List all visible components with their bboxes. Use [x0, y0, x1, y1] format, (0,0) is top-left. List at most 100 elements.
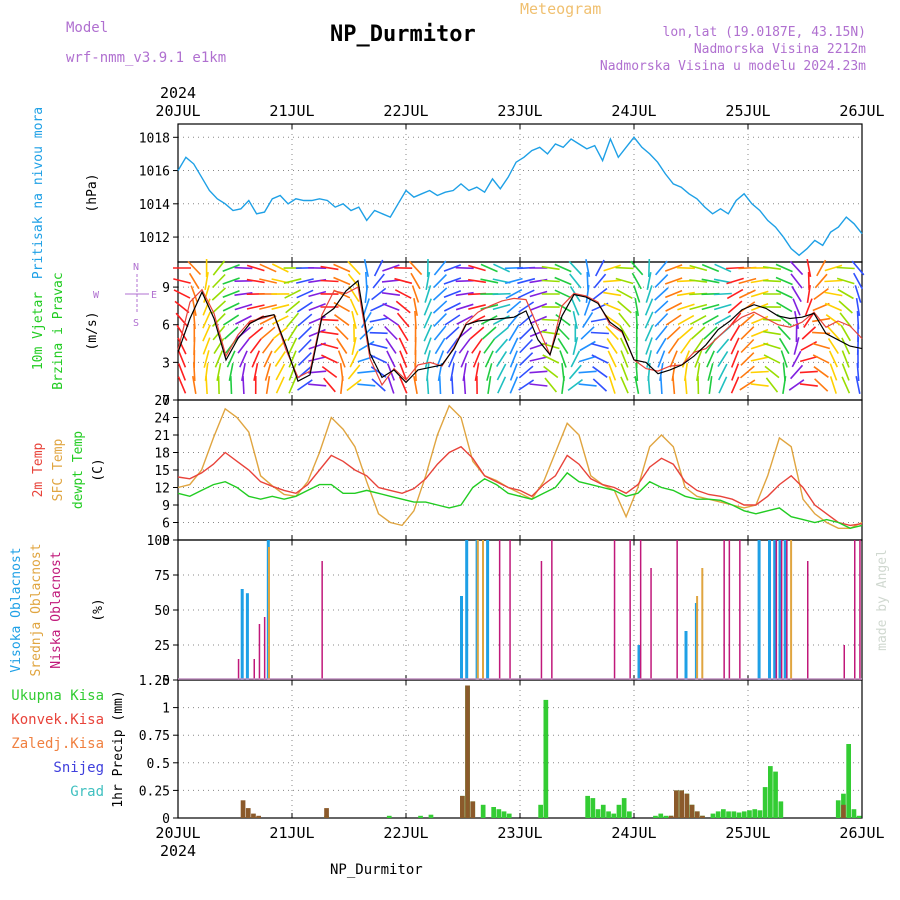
wind-arrow	[296, 289, 314, 299]
wind-arrow	[740, 352, 755, 366]
wind-arrow	[665, 302, 683, 312]
wind-arrow	[249, 338, 262, 354]
wind-arrow	[708, 375, 713, 395]
wind-arrow	[654, 274, 669, 288]
wind-arrow	[455, 266, 474, 270]
precip-bar	[501, 811, 507, 818]
wind-arrow	[487, 375, 492, 395]
wind-arrow	[554, 301, 572, 313]
wind-arrow	[497, 376, 507, 394]
wind-arrow	[308, 328, 326, 338]
wind-arrow	[348, 285, 360, 303]
wind-arrow	[703, 326, 718, 340]
wind-arrow	[204, 271, 209, 291]
wind-arrow	[750, 370, 769, 374]
y-tick-label: 0	[162, 812, 170, 827]
wind-arrow	[237, 338, 250, 354]
wind-arrow	[468, 304, 486, 310]
cloud-bar	[465, 540, 469, 680]
cloud-bar	[258, 624, 261, 680]
wind-arrow	[604, 314, 620, 326]
wind-arrow	[585, 259, 591, 277]
y-tick-label: 1012	[139, 231, 170, 246]
wind-arrow	[423, 324, 433, 342]
wind-arrow	[373, 259, 384, 277]
wind-arrow	[689, 303, 708, 311]
wind-arrow	[443, 289, 462, 299]
wind-arrow	[689, 314, 707, 326]
wind-arrow	[408, 260, 423, 276]
precip-bar	[715, 811, 721, 818]
cloud-bar	[240, 589, 244, 680]
wind-arrow	[645, 285, 653, 303]
precip-bar	[741, 811, 747, 818]
wind-arrow	[578, 355, 597, 363]
wind-arrow	[591, 354, 609, 364]
station-info: lon,lat (19.0187E, 43.15N) Nadmorska Vis…	[600, 24, 866, 75]
wind-arrow	[297, 379, 313, 391]
x-tick-label: 25JUL	[725, 102, 770, 120]
wind-arrow	[780, 350, 788, 368]
convective-precip-bar	[689, 804, 695, 818]
wind-arrow	[578, 383, 597, 387]
wind-arrow	[321, 365, 338, 379]
wind-arrow	[826, 325, 841, 341]
x-tick-label: 26JUL	[839, 824, 884, 842]
wind-arrow	[297, 326, 312, 340]
wind-arrow	[423, 298, 432, 316]
cloud-bar	[639, 540, 642, 680]
wind-arrow	[701, 303, 720, 311]
wind-arrow	[349, 298, 359, 316]
wind-arrow	[230, 375, 233, 395]
precip-bar	[606, 811, 611, 818]
footer-station: NP_Durmitor	[330, 862, 423, 878]
wind-arrow	[672, 375, 676, 395]
wind-arrow	[656, 337, 667, 355]
wind-arrow	[174, 300, 190, 314]
wind-arrow	[647, 375, 651, 395]
wind-arrow	[340, 376, 344, 394]
y-tick-label: 50	[154, 604, 170, 619]
wind-arrow	[730, 337, 740, 355]
precip-bar	[491, 807, 496, 818]
wind-arrow	[474, 362, 480, 382]
wind-arrow	[222, 302, 240, 312]
wind-arrow	[234, 303, 253, 311]
wind-arrow	[287, 324, 299, 342]
convective-precip-bar	[256, 815, 261, 818]
wind-arrow	[467, 278, 487, 284]
wind-arrow	[446, 338, 459, 354]
wind-arrow	[617, 300, 632, 314]
convective-precip-bar	[841, 804, 846, 818]
wind-arrow	[334, 314, 350, 326]
y-tick-label: 100	[147, 534, 170, 549]
wind-arrow	[364, 285, 369, 303]
cloud-bar	[783, 540, 787, 680]
wind-arrow	[592, 287, 608, 301]
wind-arrow	[508, 324, 520, 342]
wind-arrow	[676, 266, 695, 270]
wind-arrow	[585, 284, 590, 304]
wind-arrow	[517, 289, 535, 299]
wind-arrow	[493, 315, 510, 325]
wind-arrow	[792, 298, 801, 316]
wind-arrow	[608, 363, 617, 381]
wind-arrow	[320, 318, 339, 322]
wind-arrow	[370, 354, 388, 364]
wind-arrow	[645, 337, 653, 355]
wind-arrow	[518, 301, 535, 313]
wind-arrow	[543, 365, 559, 379]
y-tick-label: 1.25	[139, 674, 170, 689]
wind-arrow	[762, 279, 782, 283]
y-tick-label: 1	[162, 702, 170, 717]
info-line: lon,lat (19.0187E, 43.15N)	[662, 25, 867, 40]
wind-arrow	[518, 313, 534, 327]
temp-axis-label: SFC Temp	[51, 439, 66, 502]
wind-arrow	[432, 287, 448, 301]
wind-arrow	[571, 298, 580, 316]
wind-arrow	[222, 264, 240, 272]
wind-arrow	[509, 376, 519, 394]
cloud-bar	[637, 645, 641, 680]
wind-arrow	[460, 350, 469, 368]
wind-arrow	[740, 326, 755, 340]
